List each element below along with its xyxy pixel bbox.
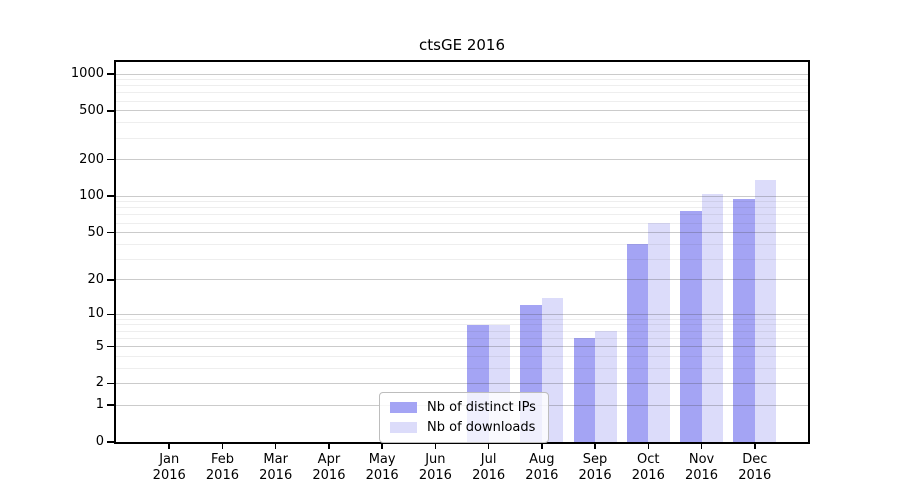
- gridline: [116, 122, 808, 124]
- x-tick-label-oct: Oct 2016: [631, 452, 665, 483]
- gridline: [116, 110, 808, 112]
- bars-layer: [116, 62, 808, 442]
- gridline: [116, 100, 808, 102]
- x-tick-label-dec: Dec 2016: [738, 452, 772, 483]
- gridline: [116, 279, 808, 281]
- y-tick-label: 200: [79, 151, 104, 167]
- y-tick-mark: [107, 231, 114, 234]
- gridline: [116, 346, 808, 348]
- gridline: [116, 92, 808, 94]
- gridline: [116, 337, 808, 339]
- x-tick-mark: [328, 444, 330, 449]
- gridline: [116, 159, 808, 160]
- legend-entry-label: Nb of distinct IPs: [427, 400, 536, 415]
- y-tick-label: 2: [95, 375, 104, 391]
- bar-distinct-ips-nov: [680, 211, 702, 442]
- y-tick-label: 20: [87, 271, 104, 287]
- x-tick-label-may: May 2016: [365, 452, 399, 483]
- gridline: [116, 313, 808, 315]
- x-tick-label-feb: Feb 2016: [205, 452, 239, 483]
- y-tick-mark: [107, 279, 114, 281]
- bar-distinct-ips-dec: [733, 198, 755, 442]
- x-tick-mark: [168, 444, 170, 449]
- x-tick-mark: [221, 444, 224, 449]
- x-tick-mark: [274, 444, 277, 449]
- plot-area: Nb of distinct IPs Nb of downloads: [114, 60, 810, 444]
- legend: Nb of distinct IPs Nb of downloads: [379, 392, 549, 443]
- x-tick-label-mar: Mar 2016: [259, 452, 293, 483]
- gridline: [116, 318, 808, 320]
- x-tick-mark: [381, 444, 383, 449]
- x-tick-label-apr: Apr 2016: [312, 452, 346, 483]
- legend-entry: Nb of downloads: [390, 419, 536, 436]
- gridline: [116, 137, 808, 139]
- y-tick-mark: [107, 73, 114, 75]
- y-tick-mark: [107, 158, 114, 161]
- gridline: [116, 324, 808, 326]
- y-tick-mark: [107, 345, 114, 348]
- y-tick-label: 500: [79, 102, 104, 118]
- gridline: [116, 195, 808, 197]
- gridline: [116, 201, 808, 203]
- gridline: [116, 382, 808, 384]
- y-tick-mark: [107, 382, 114, 385]
- gridline: [116, 232, 808, 234]
- y-tick-label: 50: [87, 224, 104, 240]
- x-tick-mark: [487, 444, 490, 449]
- bar-distinct-ips-oct: [626, 244, 649, 442]
- x-tick-label-jul: Jul 2016: [472, 452, 506, 483]
- y-tick-mark: [107, 195, 114, 197]
- bar-distinct-ips-sep: [573, 338, 596, 442]
- gridline: [116, 243, 808, 245]
- gridline: [116, 214, 808, 216]
- gridlines-overlay: [116, 62, 808, 442]
- legend-entry: Nb of distinct IPs: [390, 399, 536, 416]
- gridline: [116, 330, 808, 332]
- y-tick-mark: [107, 404, 114, 406]
- bar-downloads-dec: [754, 179, 777, 442]
- x-tick-label-jun: Jun 2016: [418, 452, 452, 483]
- bar-downloads-sep: [595, 331, 617, 442]
- gridline: [116, 355, 808, 357]
- gridline: [116, 79, 808, 81]
- y-tick-mark: [107, 313, 114, 316]
- gridline: [116, 258, 808, 260]
- x-tick-mark: [647, 444, 650, 449]
- gridline: [116, 367, 808, 369]
- x-tick-label-sep: Sep 2016: [578, 452, 612, 483]
- x-tick-mark: [700, 444, 703, 449]
- legend-swatch-icon: [390, 422, 417, 433]
- y-tick-label: 5: [95, 338, 104, 354]
- y-tick-mark: [107, 441, 114, 443]
- gridline: [116, 73, 808, 75]
- y-tick-mark: [107, 110, 114, 112]
- bar-downloads-nov: [701, 193, 724, 442]
- legend-swatch-icon: [390, 402, 417, 413]
- y-tick-label: 0: [95, 434, 104, 449]
- x-tick-mark: [754, 444, 756, 449]
- y-tick-label: 1000: [70, 66, 104, 81]
- x-tick-label-nov: Nov 2016: [684, 452, 719, 483]
- x-tick-label-aug: Aug 2016: [525, 452, 559, 483]
- gridline: [116, 85, 808, 87]
- x-tick-label-jan: Jan 2016: [152, 452, 186, 483]
- y-tick-label: 1: [95, 397, 104, 413]
- chart-title: ctsGE 2016: [419, 36, 505, 54]
- legend-entry-label: Nb of downloads: [427, 420, 536, 435]
- y-tick-label: 100: [79, 188, 104, 204]
- x-tick-mark: [541, 444, 543, 449]
- x-tick-mark: [594, 444, 596, 449]
- x-tick-mark: [434, 444, 437, 449]
- gridline: [116, 222, 808, 224]
- bar-downloads-oct: [648, 223, 670, 442]
- gridline: [116, 207, 808, 209]
- y-tick-label: 10: [87, 306, 104, 322]
